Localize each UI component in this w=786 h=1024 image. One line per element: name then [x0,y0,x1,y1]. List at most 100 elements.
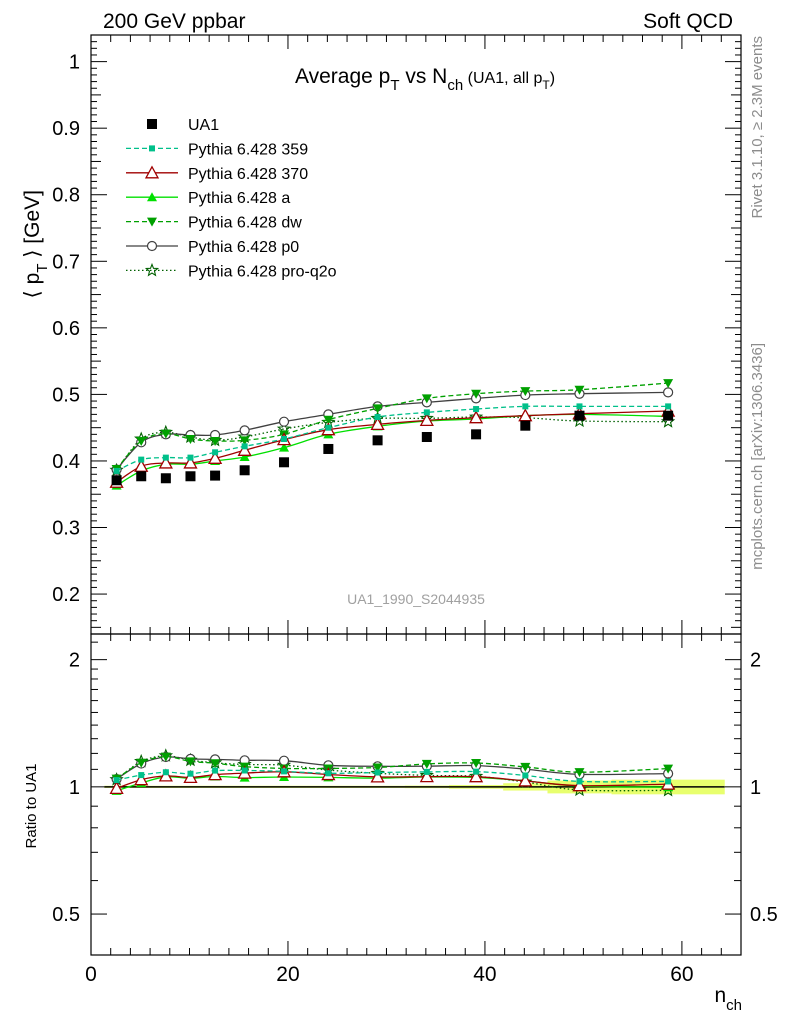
ratio-marker-359 [113,777,120,784]
y-tick-label: 0.5 [52,384,80,406]
header-right: Soft QCD [643,10,733,33]
series-marker-359 [212,449,219,456]
data-point-ua1 [185,471,196,482]
data-point-ua1 [574,410,585,421]
ratio-marker-359 [522,772,529,779]
ratio-marker-370 [109,780,124,794]
series-marker-dw [160,429,171,439]
ratio-marker-370 [468,769,484,783]
ratio-marker-370 [572,778,587,792]
legend-label-dw: Pythia 6.428 dw [188,215,302,232]
ratio-y-tick-label-right: 0.5 [750,904,778,926]
y-tick-label: 0.3 [52,518,80,540]
legend-marker-dw [147,217,157,227]
y-tick-label: 0.4 [52,451,80,473]
ratio-marker-dw [520,762,531,772]
data-point-ua1 [210,470,221,481]
series-marker-370 [207,450,223,464]
y-tick-label: 0.8 [52,185,80,207]
ratio-marker-p0 [278,755,290,766]
ratio-plot-panel: 0 20 40 60 0.5 0.5 1 1 2 2 [52,35,778,986]
series-marker-p0 [278,416,290,427]
ratio-line-p0 [116,756,669,780]
series-marker-359 [374,414,381,421]
y-axis-label: ⟨ pT ⟩ [GeV] [21,190,51,298]
series-marker-370 [370,416,385,431]
rivet-label: Rivet 3.1.10, ≥ 2.3M events [749,36,766,219]
data-point-ua1 [111,475,122,486]
chart-title: Average pT vs Nch (UA1, all pT) [295,65,555,94]
ratio-marker-370 [158,768,173,782]
ratio-marker-359 [325,770,332,777]
series-marker-370 [237,442,252,456]
ratio-marker-359 [576,778,583,785]
legend-label-a: Pythia 6.428 a [188,190,290,207]
data-point-ua1 [471,429,482,440]
ratio-marker-dw [185,757,196,767]
ratio-marker-370 [518,773,533,787]
ratio-marker-359 [212,767,219,774]
x-tick-label: 20 [276,963,299,986]
ratio-marker-359 [138,772,145,779]
ratio-marker-359 [281,768,288,775]
ratio-y-tick-label: 1 [69,777,80,799]
x-tick-label: 60 [670,963,693,986]
series-marker-370 [468,410,484,424]
legend-label-p0: Pythia 6.428 p0 [188,239,299,256]
legend-label-pro-q2o: Pythia 6.428 pro-q2o [188,263,337,280]
ratio-y-tick-label: 0.5 [52,904,80,926]
ratio-marker-359 [374,769,381,776]
ratio-marker-370 [370,769,385,783]
y-tick-label: 0.2 [52,584,80,606]
series-marker-dw [421,394,432,404]
series-marker-359 [665,403,672,410]
data-point-ua1 [136,471,147,482]
legend-label-ua1: UA1 [188,117,219,134]
data-point-ua1 [239,465,250,476]
legend-marker-370 [144,165,160,179]
ratio-marker-dw [663,764,674,774]
data-point-ua1 [279,457,290,468]
series-marker-dw [663,379,674,389]
series-marker-359 [522,403,529,410]
data-point-ua1 [323,443,334,454]
series-marker-359 [162,454,169,461]
data-point-ua1 [372,435,383,446]
ratio-marker-359 [187,770,194,777]
legend-label-359: Pythia 6.428 359 [188,141,308,158]
series-line-a [116,413,669,487]
ratio-marker-359 [162,769,169,776]
y-tick-label: 1 [69,52,80,74]
data-point-ua1 [160,473,171,484]
y-tick-label: 0.6 [52,318,80,340]
series-marker-dw [372,404,383,414]
series-marker-370 [183,455,198,469]
data-point-ua1 [520,420,531,431]
ratio-y-tick-label-right: 2 [750,650,761,672]
series-marker-dw [210,436,221,446]
mcplots-label: mcplots.cern.ch [arXiv:1306.3436] [749,343,766,570]
ratio-line-dw [116,755,669,780]
legend-marker-p0 [146,240,158,252]
series-marker-a [239,451,250,461]
ratio-marker-370 [419,769,434,783]
series-marker-359 [187,454,194,461]
legend-marker-a [147,192,157,202]
x-axis-label: nch [714,984,742,1014]
ratio-marker-370 [134,772,149,786]
ratio-marker-dw [471,759,482,769]
series-marker-359 [423,409,430,416]
series-marker-p0 [239,425,250,436]
series-marker-dw [574,385,585,395]
series-marker-dw [471,389,482,399]
x-tick-label: 40 [473,963,496,986]
data-point-ua1 [663,410,674,421]
ratio-y-tick-label: 2 [69,650,80,672]
series-marker-p0 [663,387,674,398]
series-marker-370 [158,455,173,469]
series-marker-359 [576,403,583,410]
main-plot-panel: 0.2 0.3 0.4 0.5 0.6 0.7 0.8 0.9 1 [52,34,742,955]
ratio-marker-359 [473,768,480,775]
series-line-dw [116,382,669,470]
